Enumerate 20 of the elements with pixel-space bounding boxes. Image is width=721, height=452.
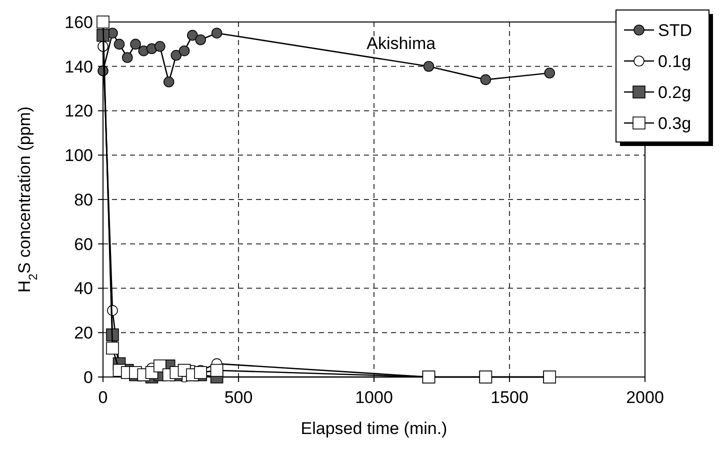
legend-label: 0.2g bbox=[658, 82, 692, 102]
legend-label: STD bbox=[658, 20, 692, 40]
x-tick-label: 0 bbox=[98, 388, 108, 407]
y-tick-label: 40 bbox=[74, 279, 93, 298]
y-tick-label: 160 bbox=[64, 12, 93, 32]
y-tick-label: 140 bbox=[64, 57, 93, 76]
legend-label: 0.1g bbox=[658, 52, 692, 71]
x-tick-label: 500 bbox=[224, 388, 253, 407]
y-tick-label: 120 bbox=[64, 102, 93, 121]
x-tick-label: 1500 bbox=[490, 388, 528, 407]
y-tick-label: 80 bbox=[74, 190, 93, 210]
y-tick-label: 60 bbox=[74, 234, 93, 254]
y-tick-label: 20 bbox=[74, 324, 93, 343]
x-axis-title: Elapsed time (min.) bbox=[300, 419, 448, 438]
legend-label: 0.3g bbox=[658, 114, 692, 133]
y-tick-label: 100 bbox=[64, 146, 93, 166]
text: Akishima bbox=[366, 34, 436, 53]
x-tick-label: 1000 bbox=[355, 388, 393, 407]
y-tick-label: 0 bbox=[84, 368, 93, 387]
x-tick-label: 2000 bbox=[626, 388, 664, 407]
